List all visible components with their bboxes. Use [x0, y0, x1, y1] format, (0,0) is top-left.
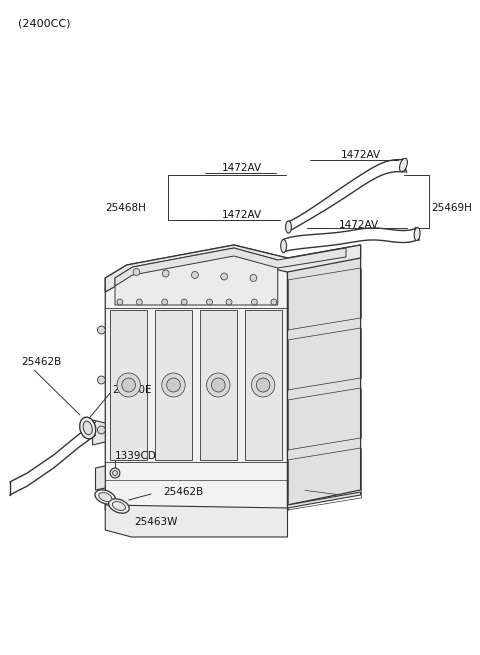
Ellipse shape: [80, 417, 96, 439]
Circle shape: [212, 378, 225, 392]
Circle shape: [167, 378, 180, 392]
Circle shape: [256, 378, 270, 392]
Circle shape: [252, 373, 275, 397]
Text: 1472AV: 1472AV: [338, 220, 379, 230]
Polygon shape: [288, 492, 360, 508]
Circle shape: [206, 299, 213, 305]
Text: 25462B: 25462B: [22, 357, 62, 367]
Ellipse shape: [99, 493, 112, 502]
Text: 1472AV: 1472AV: [340, 150, 381, 160]
Circle shape: [97, 426, 105, 434]
Ellipse shape: [83, 421, 92, 435]
Text: 25463W: 25463W: [134, 517, 178, 527]
Circle shape: [192, 272, 198, 278]
Polygon shape: [96, 466, 105, 490]
Ellipse shape: [281, 240, 287, 252]
Circle shape: [97, 376, 105, 384]
Circle shape: [181, 299, 187, 305]
Circle shape: [117, 373, 140, 397]
Polygon shape: [245, 310, 282, 460]
Ellipse shape: [112, 502, 125, 510]
Circle shape: [117, 299, 123, 305]
Polygon shape: [105, 245, 360, 292]
Polygon shape: [115, 248, 346, 286]
Polygon shape: [110, 310, 147, 460]
Text: 25468H: 25468H: [105, 203, 146, 213]
Polygon shape: [288, 245, 360, 505]
Circle shape: [271, 299, 277, 305]
Text: 25462B: 25462B: [164, 487, 204, 497]
Circle shape: [162, 270, 169, 277]
Ellipse shape: [108, 499, 129, 513]
Text: 25469H: 25469H: [432, 203, 473, 213]
Circle shape: [113, 470, 118, 476]
Circle shape: [110, 468, 120, 478]
Polygon shape: [155, 310, 192, 460]
Ellipse shape: [286, 221, 291, 233]
Circle shape: [97, 326, 105, 334]
Circle shape: [162, 299, 168, 305]
Text: (2400CC): (2400CC): [18, 18, 70, 28]
Text: 1339CD: 1339CD: [115, 451, 157, 461]
Ellipse shape: [95, 490, 116, 504]
Ellipse shape: [414, 227, 420, 240]
Polygon shape: [115, 248, 278, 305]
Text: 1472AV: 1472AV: [222, 210, 262, 220]
Circle shape: [221, 273, 228, 280]
Polygon shape: [93, 420, 105, 445]
Text: 1472AV: 1472AV: [222, 163, 262, 173]
Circle shape: [136, 299, 142, 305]
Text: 25460E: 25460E: [112, 385, 152, 395]
Circle shape: [252, 299, 257, 305]
Circle shape: [133, 269, 140, 276]
Polygon shape: [105, 245, 288, 510]
Circle shape: [226, 299, 232, 305]
Circle shape: [206, 373, 230, 397]
Ellipse shape: [399, 159, 408, 172]
Circle shape: [162, 373, 185, 397]
Circle shape: [122, 378, 135, 392]
Circle shape: [250, 274, 257, 282]
Polygon shape: [200, 310, 237, 460]
Polygon shape: [105, 505, 288, 537]
